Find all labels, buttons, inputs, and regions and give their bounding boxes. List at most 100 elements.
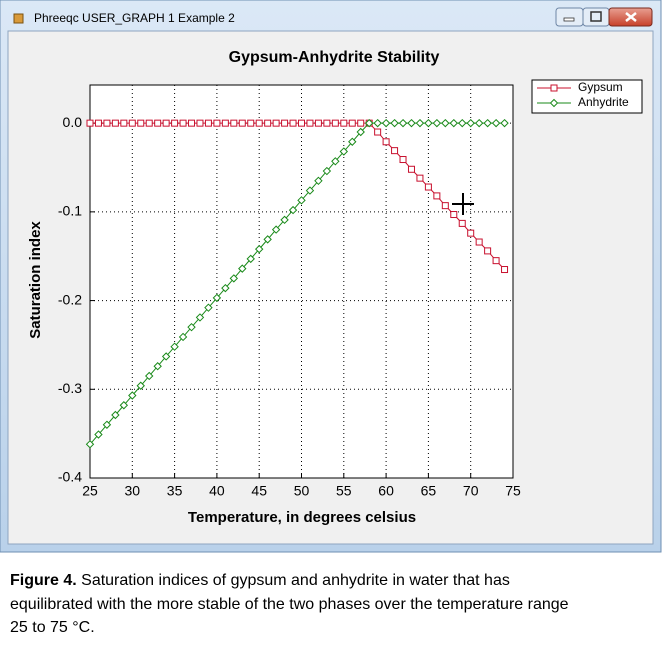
marker: [501, 266, 509, 274]
marker: [314, 119, 322, 127]
marker: [348, 137, 357, 146]
marker: [111, 410, 120, 420]
chart-title: Gypsum-Anhydrite Stability: [229, 49, 440, 66]
minimize-icon: [563, 17, 575, 22]
marker: [179, 119, 187, 127]
marker: [128, 391, 137, 400]
chart: Gypsum-Anhydrite Stability Temperature, …: [27, 49, 643, 526]
marker: [161, 352, 171, 361]
marker: [432, 118, 442, 128]
marker: [424, 183, 432, 191]
x-tick-label: 35: [167, 483, 183, 499]
x-tick-label: 70: [463, 483, 479, 499]
marker: [94, 430, 103, 439]
marker: [407, 165, 415, 173]
legend-label: Gypsum: [578, 80, 623, 94]
marker: [238, 119, 246, 127]
y-tick-label: -0.4: [58, 469, 82, 485]
marker: [398, 118, 408, 128]
marker: [314, 176, 323, 186]
marker: [187, 322, 196, 332]
marker: [415, 118, 425, 128]
marker: [467, 229, 475, 237]
marker: [305, 186, 315, 195]
marker: [271, 225, 281, 234]
marker: [298, 119, 305, 127]
marker: [212, 293, 222, 303]
marker: [195, 313, 205, 322]
marker: [120, 119, 128, 127]
y-tick-label: 0.0: [63, 114, 83, 130]
marker: [483, 118, 492, 128]
cursor: [452, 193, 474, 215]
marker: [458, 219, 466, 227]
marker: [280, 215, 289, 225]
maximize-button[interactable]: [582, 7, 610, 27]
marker: [322, 166, 332, 176]
caption-text: 25 to 75 °C.: [10, 619, 95, 636]
marker: [238, 264, 247, 273]
marker: [500, 118, 509, 128]
y-axis-label: Saturation index: [27, 221, 44, 339]
marker: [374, 128, 382, 136]
marker: [94, 119, 102, 127]
marker: [491, 118, 501, 128]
marker: [230, 119, 238, 127]
legend-marker: [550, 84, 558, 92]
x-tick-label: 50: [294, 483, 310, 499]
marker: [171, 119, 179, 127]
caption-line: 25 to 75 °C.: [10, 616, 95, 639]
marker: [145, 371, 154, 381]
caption-text: equilibrated with the more stable of the…: [10, 596, 569, 613]
marker: [196, 119, 204, 127]
marker: [407, 118, 416, 128]
caption-line: Figure 4. Saturation indices of gypsum a…: [10, 569, 510, 592]
marker: [297, 196, 306, 205]
app-icon: [13, 13, 24, 24]
marker: [272, 119, 280, 127]
x-tick-label: 25: [82, 483, 98, 499]
marker: [254, 244, 264, 254]
marker: [364, 118, 374, 128]
x-tick-label: 45: [251, 483, 267, 499]
marker: [356, 127, 365, 137]
y-tick-label: -0.3: [58, 380, 82, 396]
marker: [255, 119, 263, 127]
marker: [128, 119, 136, 127]
marker: [381, 118, 391, 128]
legend-marker: [549, 98, 559, 108]
marker: [331, 119, 339, 127]
marker: [145, 119, 153, 127]
marker: [331, 157, 340, 166]
y-tick-label: -0.1: [58, 203, 82, 219]
marker: [85, 440, 95, 449]
marker: [306, 119, 314, 127]
marker: [102, 420, 112, 429]
marker: [390, 118, 399, 128]
marker: [441, 202, 449, 210]
marker: [391, 147, 399, 155]
marker: [137, 119, 145, 127]
marker: [154, 119, 162, 127]
marker: [170, 342, 179, 351]
x-tick-label: 60: [378, 483, 394, 499]
marker: [450, 211, 458, 219]
marker: [188, 119, 196, 127]
marker: [86, 119, 94, 127]
marker: [178, 332, 188, 342]
marker: [204, 119, 212, 127]
marker: [323, 119, 331, 127]
marker: [424, 118, 433, 128]
marker: [357, 119, 365, 127]
marker: [221, 119, 229, 127]
marker: [281, 119, 289, 127]
minimize-button[interactable]: [555, 7, 584, 27]
x-axis-label: Temperature, in degrees celsius: [188, 509, 416, 526]
marker: [441, 118, 450, 128]
marker: [492, 257, 500, 265]
window: Phreeqc USER_GRAPH 1 Example 2 Gypsum-An…: [0, 0, 662, 553]
marker: [399, 156, 407, 164]
x-tick-label: 75: [505, 483, 521, 499]
marker: [348, 119, 356, 127]
